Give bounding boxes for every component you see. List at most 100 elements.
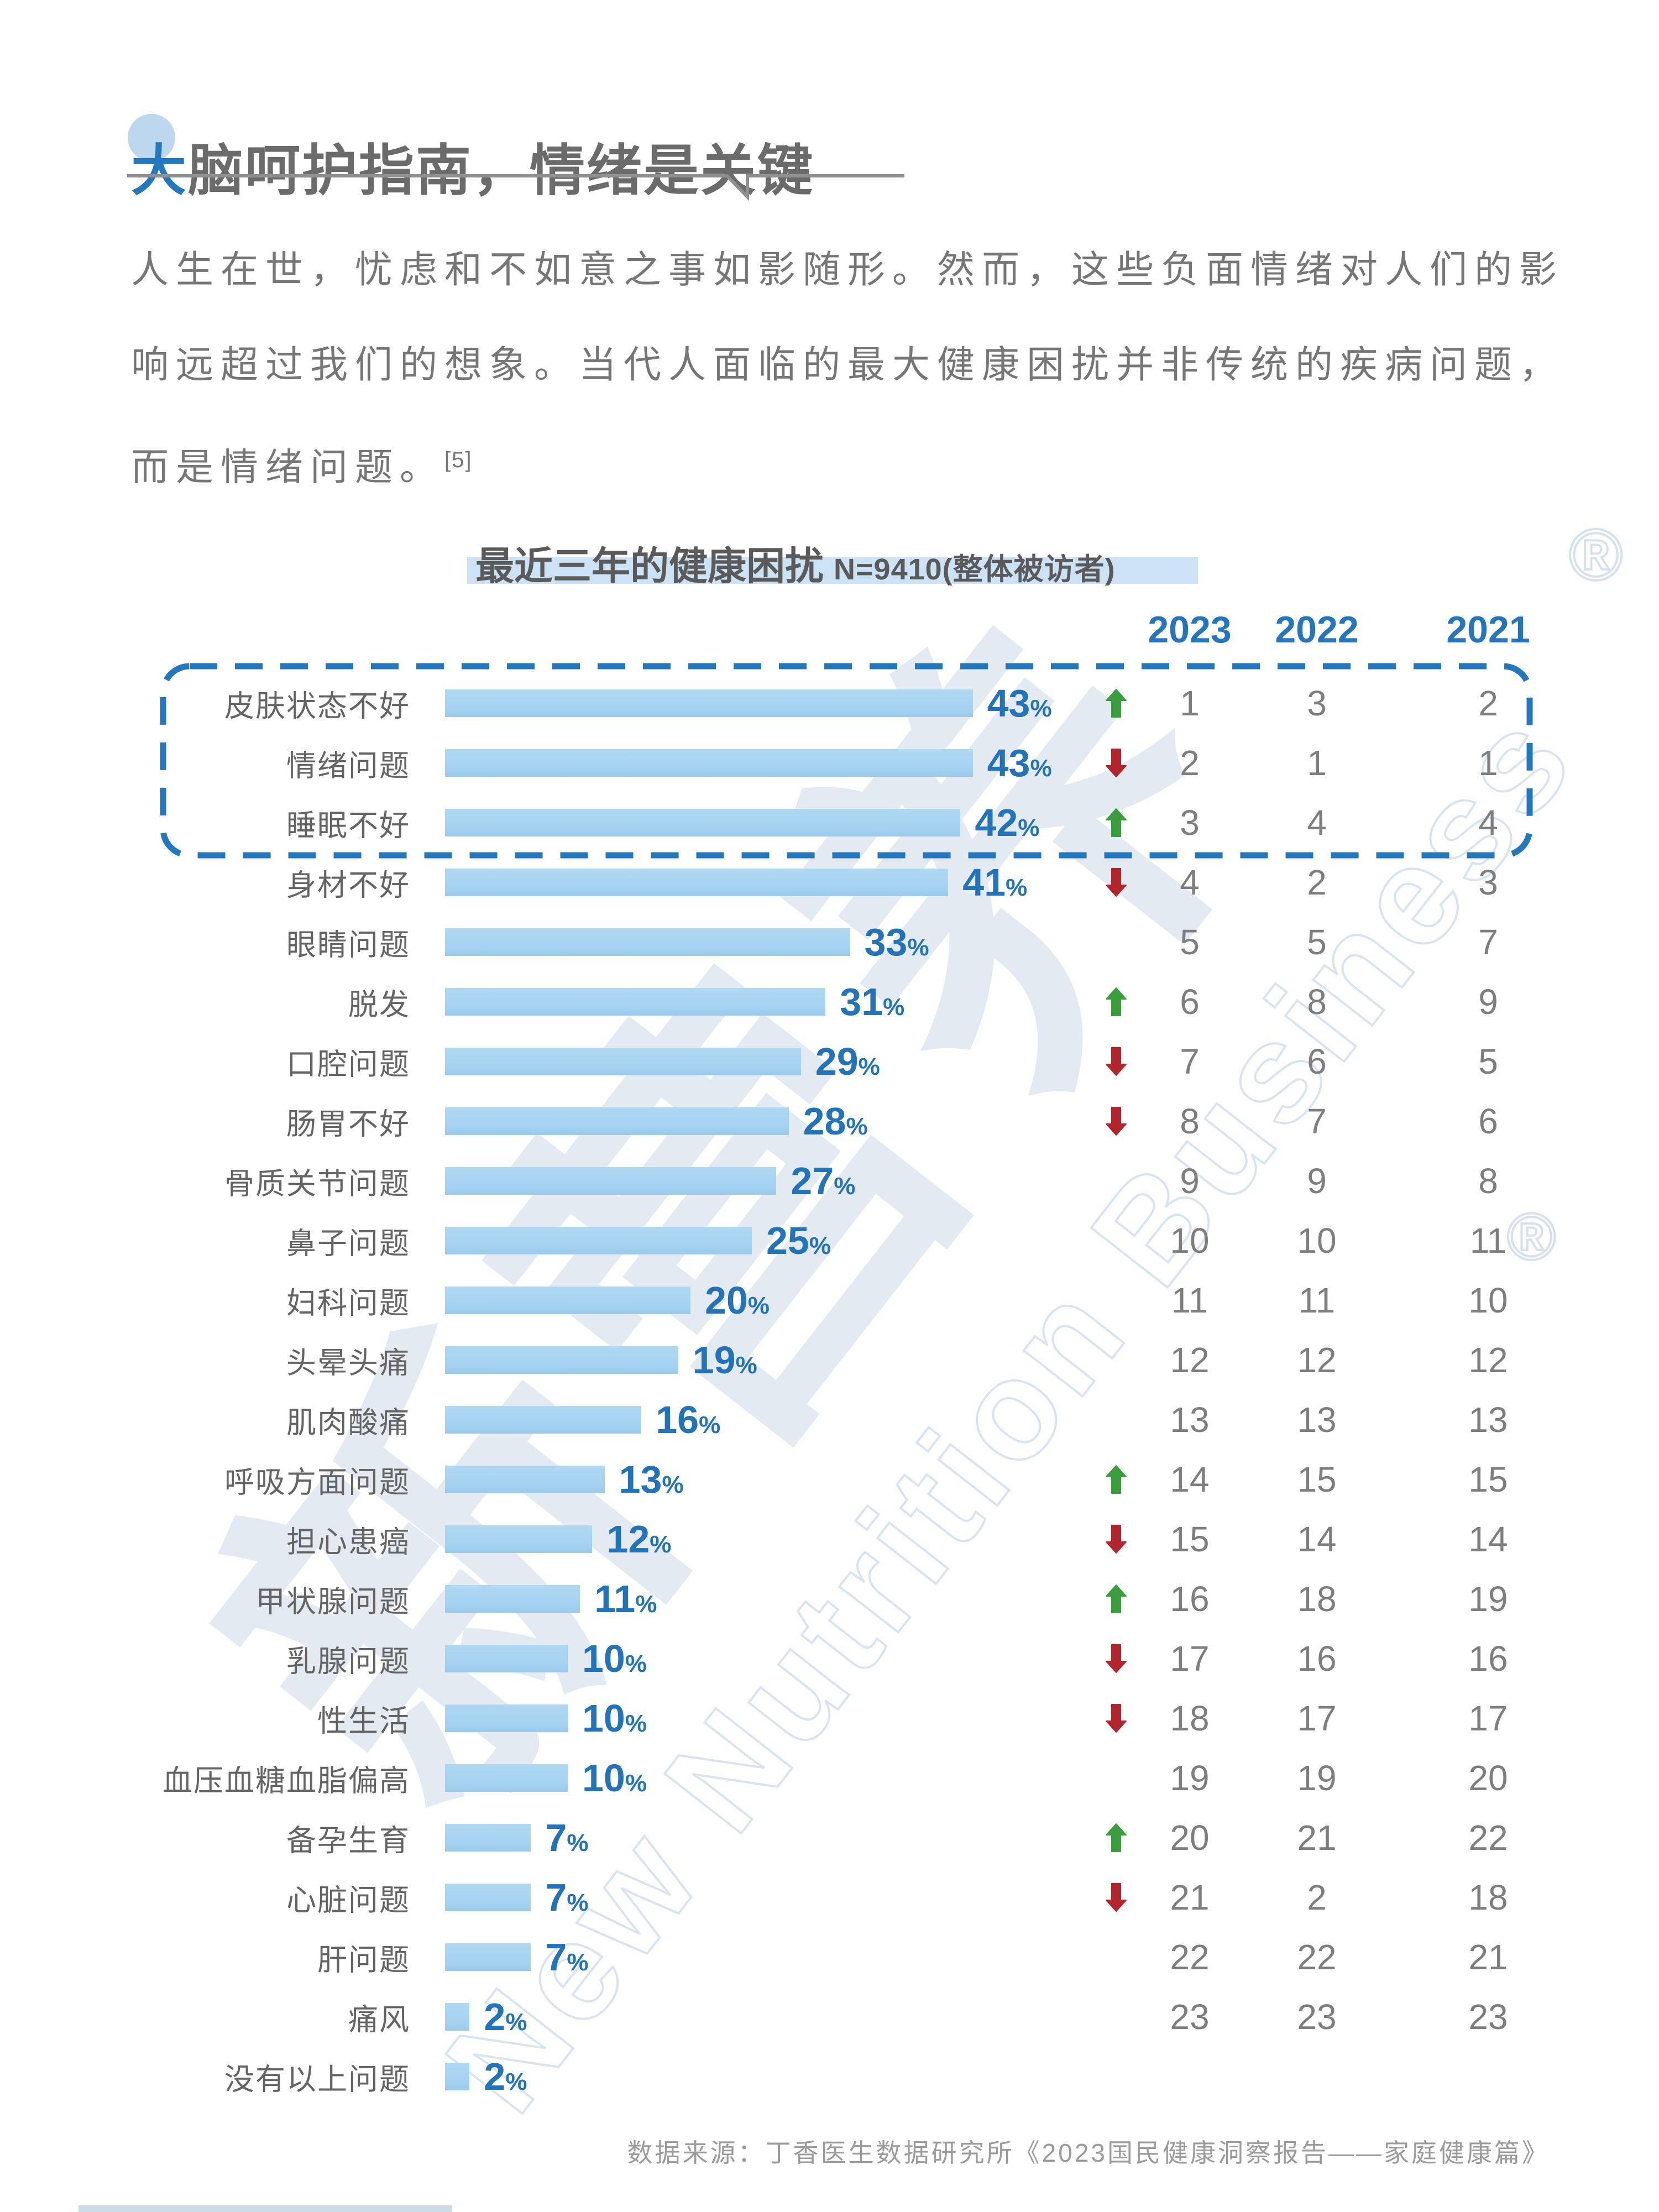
percent-number: 43 <box>987 682 1030 725</box>
rank-2021: 21 <box>1468 1937 1508 1977</box>
category-label: 脱发 <box>348 988 410 1022</box>
rank-2022: 2 <box>1307 862 1327 902</box>
percent-number: 7 <box>545 1876 567 1919</box>
value-percent: 2% <box>484 2054 527 2099</box>
rank-2022: 14 <box>1297 1519 1337 1559</box>
rank-2023: 12 <box>1170 1340 1210 1380</box>
value-bar <box>445 1824 531 1852</box>
trend-up-icon <box>1106 987 1127 1016</box>
percent-number: 42 <box>975 801 1018 844</box>
value-percent: 20% <box>705 1278 770 1322</box>
value-percent: 19% <box>693 1338 757 1382</box>
category-label: 鼻子问题 <box>286 1227 410 1261</box>
rank-2022: 18 <box>1297 1579 1337 1619</box>
value-percent: 7% <box>545 1816 588 1860</box>
rank-2021: 17 <box>1468 1698 1508 1738</box>
top3-dashed-box <box>160 663 1533 859</box>
value-percent: 11% <box>594 1577 657 1621</box>
chart-sample-size: N=9410(整体被访者) <box>834 553 1116 586</box>
percent-number: 33 <box>864 921 908 964</box>
value-bar <box>445 1048 801 1075</box>
value-percent: 31% <box>840 980 904 1024</box>
trend-down-icon <box>1106 868 1127 897</box>
trend-arrow <box>1106 1286 1127 1315</box>
trend-down-icon <box>1106 1107 1127 1136</box>
chart-row: 情绪问题 43% 2 1 1 <box>0 733 1659 793</box>
percent-sign: % <box>505 2068 527 2095</box>
column-header-2023: 2023 <box>1148 609 1232 651</box>
percent-number: 27 <box>791 1159 834 1202</box>
category-label: 口腔问题 <box>286 1048 410 1081</box>
rank-2022: 23 <box>1297 1997 1337 2037</box>
rank-2023: 11 <box>1171 1280 1208 1320</box>
trend-arrow <box>1106 2062 1127 2091</box>
value-bar <box>445 1466 605 1493</box>
chart-row: 骨质关节问题 27% 9 9 8 <box>0 1151 1659 1211</box>
chart-row: 乳腺问题 10% 17 16 16 <box>0 1629 1659 1688</box>
percent-sign: % <box>907 934 929 961</box>
chart-row: 妇科问题 20% 11 11 10 <box>0 1270 1659 1330</box>
percent-sign: % <box>1006 874 1028 901</box>
value-bar <box>445 1167 777 1195</box>
trend-arrow <box>1106 2002 1127 2031</box>
chart-row: 肝问题 7% 22 22 21 <box>0 1927 1659 1987</box>
rank-2023: 10 <box>1170 1221 1210 1261</box>
rank-2022: 4 <box>1307 803 1327 843</box>
category-label: 乳腺问题 <box>286 1645 410 1678</box>
value-bar <box>445 1585 580 1613</box>
trend-arrow <box>1106 1525 1127 1554</box>
value-percent: 33% <box>865 920 929 964</box>
intro-line: 响远超过我们的想象。当代人面临的最大健康困扰并非传统的疾病问题， <box>131 344 1564 386</box>
percent-sign: % <box>834 1173 856 1200</box>
chart-row: 肠胃不好 28% 8 7 6 <box>0 1091 1659 1151</box>
trend-arrow <box>1106 1047 1127 1076</box>
value-bar <box>445 749 973 777</box>
category-label: 情绪问题 <box>286 749 410 783</box>
rank-2021: 8 <box>1478 1161 1498 1201</box>
value-percent: 28% <box>803 1099 868 1143</box>
percent-sign: % <box>858 1053 880 1080</box>
value-bar <box>445 1287 690 1314</box>
rank-2021: 23 <box>1468 1997 1508 2037</box>
percent-sign: % <box>1018 814 1040 841</box>
percent-number: 43 <box>987 741 1030 785</box>
rank-2022: 10 <box>1297 1221 1337 1261</box>
rank-2022: 12 <box>1297 1340 1337 1380</box>
value-bar <box>445 1525 593 1553</box>
chart-row: 呼吸方面问题 13% 14 15 15 <box>0 1450 1659 1509</box>
percent-sign: % <box>846 1113 868 1140</box>
chart-row: 担心患癌 12% 15 14 14 <box>0 1509 1659 1569</box>
rank-2021: 11 <box>1469 1221 1507 1261</box>
category-label: 性生活 <box>317 1704 410 1738</box>
percent-sign: % <box>662 1471 684 1498</box>
rank-2022: 19 <box>1297 1758 1337 1798</box>
rank-2022: 3 <box>1307 683 1327 723</box>
rank-2023: 6 <box>1180 982 1200 1022</box>
rank-2023: 15 <box>1170 1519 1210 1559</box>
category-label: 备孕生育 <box>286 1824 410 1858</box>
category-label: 骨质关节问题 <box>224 1167 410 1201</box>
rank-2022: 7 <box>1307 1101 1327 1141</box>
percent-sign: % <box>625 1650 647 1677</box>
category-label: 担心患癌 <box>286 1525 410 1559</box>
percent-sign: % <box>883 993 905 1021</box>
value-bar <box>445 689 973 717</box>
rank-2021: 5 <box>1478 1042 1498 1081</box>
rank-2023: 22 <box>1170 1937 1210 1977</box>
value-bar <box>445 1107 789 1135</box>
rank-2022: 9 <box>1307 1161 1327 1201</box>
value-bar <box>445 1943 531 1971</box>
percent-number: 19 <box>692 1338 736 1382</box>
percent-sign: % <box>625 1770 647 1797</box>
chart-row: 身材不好 41% 4 2 3 <box>0 853 1659 912</box>
rank-2023: 5 <box>1180 922 1200 962</box>
rank-2021: 13 <box>1468 1400 1508 1440</box>
rank-2021: 19 <box>1468 1579 1508 1619</box>
column-header-2022: 2022 <box>1275 609 1359 651</box>
value-bar <box>445 869 949 896</box>
rank-2022: 6 <box>1307 1042 1327 1081</box>
value-percent: 13% <box>619 1457 684 1502</box>
rank-2023: 20 <box>1170 1818 1210 1858</box>
percent-sign: % <box>1030 755 1052 782</box>
value-bar <box>445 1645 568 1672</box>
